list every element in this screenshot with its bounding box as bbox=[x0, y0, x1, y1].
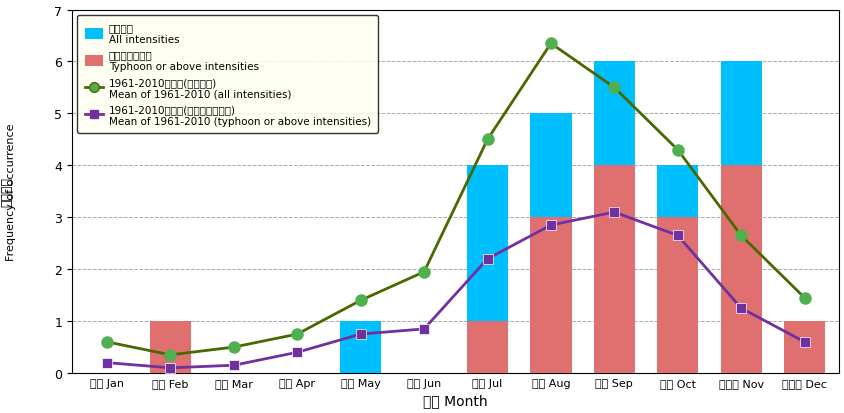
Bar bbox=[720, 62, 760, 373]
Legend: 所有級別
All intensities, 飱風或以上級別
Typhoon or above intensities, 1961-2010年平均(所有級別)
M: 所有級別 All intensities, 飱風或以上級別 Typhoon or… bbox=[78, 16, 377, 134]
Bar bbox=[467, 321, 507, 373]
Bar bbox=[530, 218, 571, 373]
X-axis label: 月份 Month: 月份 Month bbox=[423, 394, 488, 408]
Text: 出現次數: 出現次數 bbox=[1, 177, 14, 207]
Bar bbox=[720, 166, 760, 373]
Bar bbox=[593, 62, 634, 373]
Bar bbox=[339, 321, 381, 373]
Bar bbox=[783, 321, 825, 373]
Bar bbox=[149, 321, 191, 373]
Bar bbox=[593, 166, 634, 373]
Bar bbox=[783, 321, 825, 373]
Bar bbox=[657, 166, 697, 373]
Bar bbox=[149, 321, 191, 373]
Bar bbox=[467, 166, 507, 373]
Y-axis label: Frequency of occurrence: Frequency of occurrence bbox=[6, 123, 15, 261]
Bar bbox=[530, 114, 571, 373]
Bar bbox=[657, 218, 697, 373]
